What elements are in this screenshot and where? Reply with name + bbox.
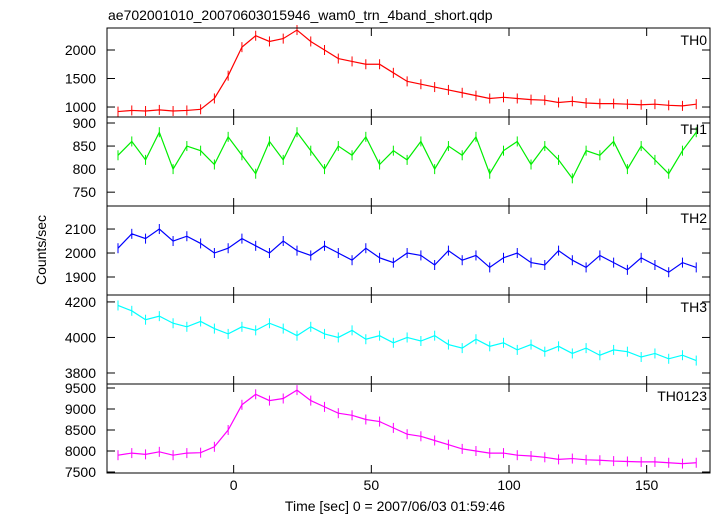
series-line <box>117 389 697 465</box>
panel-label: TH0123 <box>657 388 707 404</box>
panel-label: TH3 <box>681 299 708 315</box>
chart-title: ae702001010_20070603015946_wam0_trn_4ban… <box>108 7 493 23</box>
series-line <box>117 29 697 113</box>
x-axis-label: Time [sec] 0 = 2007/06/03 01:59:46 <box>285 498 505 514</box>
y-tick-label: 4000 <box>65 329 96 345</box>
panel-frame <box>106 116 711 207</box>
x-tick-label: 150 <box>635 477 659 493</box>
y-tick-label: 800 <box>73 161 97 177</box>
y-tick-label: 2000 <box>65 245 96 261</box>
y-tick-label: 7500 <box>65 464 96 480</box>
y-tick-label: 3800 <box>65 365 96 381</box>
x-tick-label: 50 <box>364 477 380 493</box>
y-tick-label: 850 <box>73 138 97 154</box>
panel-label: TH2 <box>681 210 708 226</box>
y-tick-label: 1900 <box>65 269 96 285</box>
y-tick-label: 1500 <box>65 71 96 87</box>
y-tick-label: 4200 <box>65 294 96 310</box>
y-tick-label: 8000 <box>65 443 96 459</box>
panel-frame <box>106 383 711 474</box>
y-tick-label: 750 <box>73 184 97 200</box>
y-tick-label: 8500 <box>65 422 96 438</box>
y-tick-label: 900 <box>73 115 97 131</box>
x-tick-label: 100 <box>497 477 521 493</box>
panel-label: TH0 <box>681 32 708 48</box>
panel-frame <box>106 294 711 385</box>
y-tick-label: 9500 <box>65 380 96 396</box>
y-tick-label: 1000 <box>65 99 96 115</box>
panel-label: TH1 <box>681 121 708 137</box>
y-tick-label: 2000 <box>65 42 96 58</box>
panel-frame <box>106 205 711 296</box>
y-tick-label: 2100 <box>65 221 96 237</box>
y-axis-label: Counts/sec <box>33 215 49 285</box>
x-tick-label: 0 <box>230 477 238 493</box>
y-tick-label: 9000 <box>65 401 96 417</box>
